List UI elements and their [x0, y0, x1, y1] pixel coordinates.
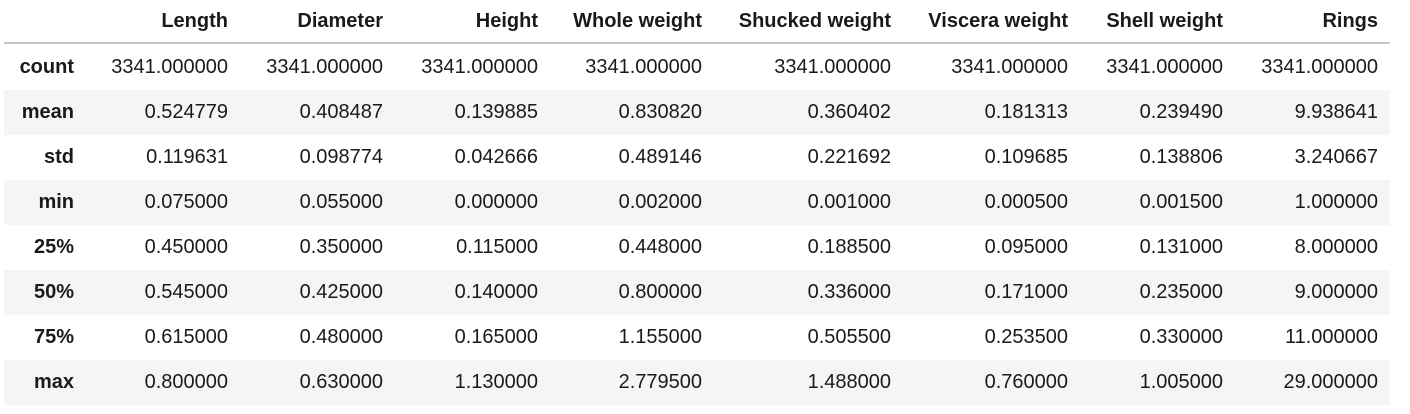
row-index-label: 75%: [33, 326, 74, 348]
table-cell: 9.938641: [1294, 101, 1378, 123]
table-cell: 0.221692: [807, 146, 891, 168]
table-cell: 0.055000: [299, 191, 383, 213]
column-header-whole-weight: Whole weight: [550, 0, 714, 44]
table-cell: 0.181313: [984, 101, 1068, 123]
column-header-diameter: Diameter: [240, 0, 395, 44]
column-header-height: Height: [395, 0, 550, 44]
table-cell: 0.042666: [454, 146, 538, 168]
table-cell: 0.448000: [618, 236, 702, 258]
table-cell: 3341.000000: [111, 55, 228, 78]
table-cell: 0.450000: [144, 236, 228, 258]
table-cell: 11.000000: [1284, 326, 1378, 348]
table-cell: 0.360402: [807, 101, 891, 123]
table-cell: 3341.000000: [266, 55, 383, 78]
table-cell: 29.000000: [1283, 371, 1378, 393]
table-row: 25% 0.450000 0.350000 0.115000 0.448000 0.188…: [4, 225, 1390, 270]
column-header-rings: Rings: [1235, 0, 1390, 44]
table-cell: 0.001000: [807, 191, 891, 213]
table-cell: 0.235000: [1139, 281, 1223, 303]
table-cell: 3341.000000: [951, 55, 1068, 78]
table-row: 50% 0.545000 0.425000 0.140000 0.800000 0.336…: [4, 270, 1390, 315]
table-row: max 0.800000 0.630000 1.130000 2.779500 1.488…: [4, 360, 1390, 405]
table-cell: 0.188500: [807, 236, 891, 258]
table-cell: 1.000000: [1294, 191, 1378, 213]
table-cell: 3341.000000: [421, 55, 538, 78]
table-cell: 0.800000: [618, 281, 702, 303]
row-index-label: 25%: [33, 236, 74, 258]
describe-table: Length Diameter Height Whole weight Shuc…: [4, 0, 1390, 405]
table-cell: 0.131000: [1139, 236, 1223, 258]
table-cell: 0.425000: [299, 281, 383, 303]
table-cell: 0.002000: [618, 191, 702, 213]
table-cell: 0.001500: [1139, 191, 1223, 213]
row-index-label: min: [38, 191, 74, 213]
table-row: std 0.119631 0.098774 0.042666 0.489146 0.221…: [4, 135, 1390, 180]
table-cell: 0.545000: [144, 281, 228, 303]
table-header: Length Diameter Height Whole weight Shuc…: [4, 0, 1390, 44]
row-index-label: max: [33, 371, 74, 393]
table-cell: 1.488000: [807, 371, 891, 393]
table-cell: 0.095000: [984, 236, 1068, 258]
table-cell: 1.155000: [618, 326, 702, 348]
row-index-label: std: [44, 146, 74, 168]
table-row: 75% 0.615000 0.480000 0.165000 1.155000 0.505…: [4, 315, 1390, 360]
table-cell: 0.138806: [1139, 146, 1223, 168]
table-cell: 0.109685: [984, 146, 1068, 168]
table-cell: 0.408487: [299, 101, 383, 123]
column-header-index: [4, 0, 86, 44]
table-body: count 3341.000000 3341.000000 3341.000000 33…: [4, 43, 1390, 405]
table-cell: 0.830820: [618, 101, 702, 123]
table-cell: 0.139885: [454, 101, 538, 123]
table-cell: 0.140000: [454, 281, 538, 303]
table-cell: 1.005000: [1139, 371, 1223, 393]
table-cell: 3341.000000: [774, 55, 891, 78]
table-cell: 0.171000: [984, 281, 1068, 303]
table-cell: 0.165000: [454, 326, 538, 348]
table-cell: 0.630000: [299, 371, 383, 393]
table-cell: 0.239490: [1139, 101, 1223, 123]
column-header-shucked-weight: Shucked weight: [714, 0, 903, 44]
table-cell: 0.253500: [984, 326, 1068, 348]
table-cell: 0.480000: [299, 326, 383, 348]
row-index-label: count: [19, 55, 74, 78]
table-cell: 3341.000000: [585, 55, 702, 78]
table-cell: 2.779500: [618, 371, 702, 393]
table-cell: 0.760000: [984, 371, 1068, 393]
table-cell: 0.505500: [807, 326, 891, 348]
row-index-label: mean: [21, 101, 74, 123]
table-cell: 0.115000: [456, 236, 538, 258]
table-cell: 0.524779: [144, 101, 228, 123]
column-header-viscera-weight: Viscera weight: [903, 0, 1080, 44]
table-cell: 0.615000: [144, 326, 228, 348]
table-cell: 9.000000: [1294, 281, 1378, 303]
table-cell: 8.000000: [1294, 236, 1378, 258]
table-cell: 3.240667: [1294, 146, 1378, 168]
table-cell: 0.336000: [807, 281, 891, 303]
table-cell: 3341.000000: [1106, 55, 1223, 78]
header-row: Length Diameter Height Whole weight Shuc…: [4, 0, 1390, 44]
table-cell: 0.000500: [984, 191, 1068, 213]
table-cell: 3341.000000: [1261, 55, 1378, 78]
table-cell: 0.330000: [1139, 326, 1223, 348]
table-cell: 0.800000: [144, 371, 228, 393]
table-cell: 0.098774: [299, 146, 383, 168]
column-header-shell-weight: Shell weight: [1080, 0, 1235, 44]
table-cell: 0.000000: [454, 191, 538, 213]
table-row: mean 0.524779 0.408487 0.139885 0.830820 0.36…: [4, 90, 1390, 135]
row-index-label: 50%: [33, 281, 74, 303]
table-cell: 0.075000: [144, 191, 228, 213]
table-cell: 1.130000: [454, 371, 538, 393]
table-cell: 0.489146: [618, 146, 702, 168]
table-row: min 0.075000 0.055000 0.000000 0.002000 0.001…: [4, 180, 1390, 225]
column-header-length: Length: [86, 0, 240, 44]
table-row: count 3341.000000 3341.000000 3341.000000 33…: [4, 43, 1390, 90]
table-cell: 0.350000: [299, 236, 383, 258]
table-cell: 0.119631: [146, 146, 228, 168]
